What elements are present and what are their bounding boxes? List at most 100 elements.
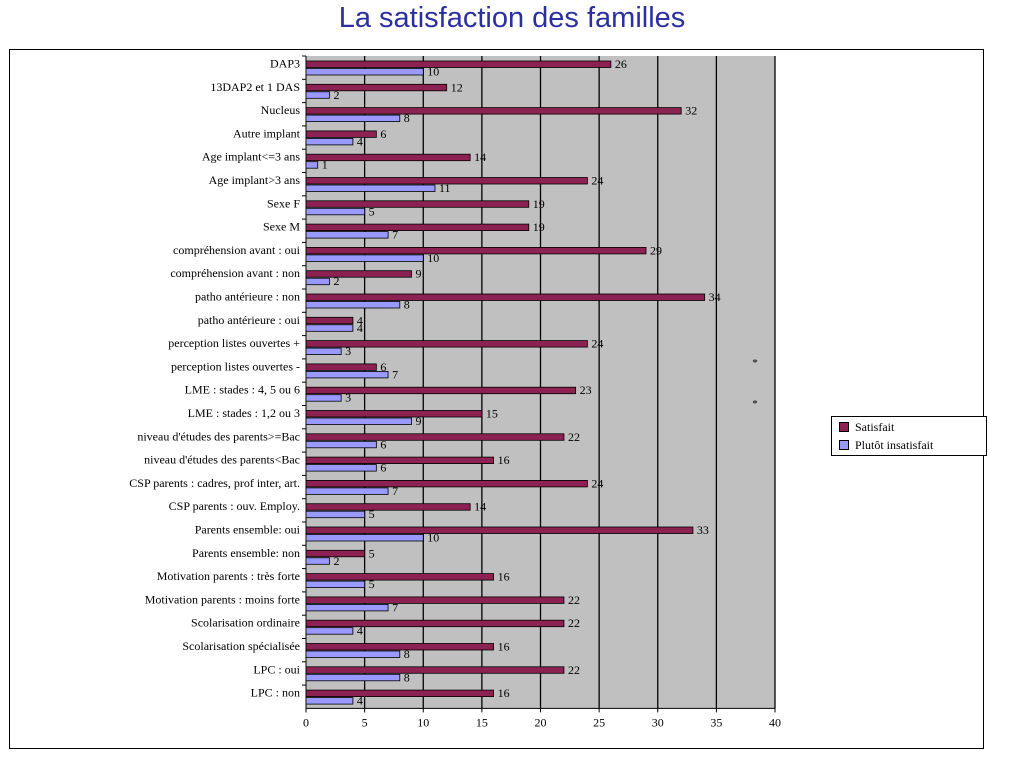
data-label-satisfait: 22	[568, 663, 580, 677]
data-label-insatisfait: 4	[357, 624, 363, 638]
x-tick-label: 10	[417, 715, 429, 729]
bar-insatisfait	[305, 184, 436, 192]
category-label: Motivation parents : très forte	[157, 569, 300, 583]
bar-satisfait	[305, 666, 565, 674]
bar-insatisfait	[305, 580, 366, 588]
data-label-satisfait: 22	[568, 616, 580, 630]
data-label-satisfait: 29	[650, 243, 662, 257]
significance-marker: *	[752, 357, 758, 369]
bar-satisfait	[305, 130, 377, 138]
data-label-insatisfait: 2	[333, 554, 339, 568]
data-label-insatisfait: 2	[333, 88, 339, 102]
x-tick-label: 15	[476, 715, 488, 729]
data-label-insatisfait: 4	[357, 134, 363, 148]
data-label-satisfait: 26	[615, 57, 627, 71]
bar-satisfait	[305, 479, 588, 488]
data-label-insatisfait: 10	[427, 251, 439, 265]
category-label: patho antérieure : non	[195, 290, 300, 304]
data-label-insatisfait: 8	[404, 298, 410, 312]
data-label-satisfait: 24	[591, 174, 603, 188]
data-label-satisfait: 4	[357, 313, 363, 327]
bar-insatisfait	[305, 464, 377, 472]
data-label-satisfait: 16	[498, 570, 510, 584]
bar-insatisfait	[305, 207, 366, 216]
data-label-insatisfait: 8	[404, 647, 410, 661]
data-label-insatisfait: 10	[427, 65, 439, 79]
category-label: LME : stades : 4, 5 ou 6	[185, 383, 300, 397]
data-label-satisfait: 22	[568, 593, 580, 607]
data-label-insatisfait: 8	[404, 670, 410, 684]
bar-insatisfait	[305, 138, 354, 146]
category-label: LPC : non	[251, 686, 300, 700]
data-label-insatisfait: 8	[404, 111, 410, 125]
data-label-insatisfait: 5	[369, 204, 375, 218]
category-label: DAP3	[270, 57, 300, 71]
data-label-insatisfait: 6	[380, 461, 386, 475]
data-label-insatisfait: 2	[333, 274, 339, 288]
data-label-satisfait: 16	[498, 453, 510, 467]
bar-insatisfait	[305, 487, 389, 495]
bar-satisfait	[305, 60, 612, 68]
bar-insatisfait	[305, 650, 401, 658]
chart-frame: 0 5 10 15 20 25 30 35 40 DAP3 26 10 13DAP2 et 1 DAS 1…	[9, 49, 987, 749]
x-tick-label: 35	[710, 715, 722, 729]
category-label: compréhension avant : oui	[173, 243, 301, 257]
bar-insatisfait	[305, 231, 389, 239]
category-label: Parents ensemble: non	[192, 546, 300, 560]
data-label-satisfait: 16	[498, 640, 510, 654]
bar-satisfait	[305, 573, 495, 581]
data-label-insatisfait: 4	[357, 694, 363, 708]
data-label-insatisfait: 11	[439, 181, 451, 195]
bar-satisfait	[305, 503, 471, 511]
data-label-insatisfait: 7	[392, 600, 398, 614]
category-label: 13DAP2 et 1 DAS	[210, 80, 300, 94]
bar-satisfait	[305, 107, 682, 115]
chart-legend: Satisfait Plutôt insatisfait	[831, 416, 987, 456]
x-tick-label: 25	[593, 715, 605, 729]
bar-satisfait	[305, 549, 366, 558]
data-label-insatisfait: 9	[416, 414, 422, 428]
data-label-satisfait: 33	[697, 523, 709, 537]
legend-label-satisfait: Satisfait	[855, 420, 895, 434]
bar-insatisfait	[305, 440, 377, 449]
category-label: Scolarisation spécialisée	[182, 639, 300, 653]
legend-swatch-satisfait	[839, 422, 849, 433]
bar-insatisfait	[305, 254, 424, 262]
category-label: Nucleus	[261, 103, 301, 117]
category-label: LME : stades : 1,2 ou 3	[188, 406, 300, 420]
data-label-satisfait: 34	[709, 290, 721, 304]
data-label-satisfait: 19	[533, 197, 545, 211]
x-tick-label: 30	[652, 715, 664, 729]
category-label: CSP parents : cadres, prof inter, art.	[129, 476, 300, 490]
data-label-satisfait: 19	[533, 220, 545, 234]
data-label-satisfait: 16	[498, 686, 510, 700]
bar-insatisfait	[305, 114, 401, 122]
category-label: compréhension avant : non	[170, 266, 300, 280]
data-label-satisfait: 15	[486, 407, 498, 421]
bar-insatisfait	[305, 277, 330, 286]
data-label-insatisfait: 7	[392, 484, 398, 498]
bar-insatisfait	[305, 604, 389, 612]
category-label: Sexe M	[263, 220, 300, 234]
category-label: Sexe F	[267, 196, 300, 210]
data-label-insatisfait: 5	[369, 577, 375, 591]
bar-insatisfait	[305, 324, 354, 332]
data-label-insatisfait: 1	[322, 158, 328, 172]
category-label: patho antérieure : oui	[198, 313, 301, 327]
bar-satisfait	[305, 153, 471, 162]
data-label-satisfait: 22	[568, 430, 580, 444]
category-label: Age implant>3 ans	[209, 173, 301, 187]
data-label-satisfait: 14	[474, 150, 486, 164]
legend-label-insatisfait: Plutôt insatisfait	[855, 438, 934, 452]
significance-marker: *	[752, 398, 758, 410]
data-label-satisfait: 6	[380, 127, 386, 141]
data-label-insatisfait: 5	[369, 507, 375, 521]
bar-satisfait	[305, 177, 588, 185]
bar-satisfait	[305, 363, 377, 371]
x-tick-label: 40	[769, 715, 781, 729]
bar-satisfait	[305, 643, 495, 651]
category-label: niveau d'études des parents>=Bac	[137, 429, 300, 443]
bar-insatisfait	[305, 510, 366, 519]
bar-satisfait	[305, 410, 483, 418]
